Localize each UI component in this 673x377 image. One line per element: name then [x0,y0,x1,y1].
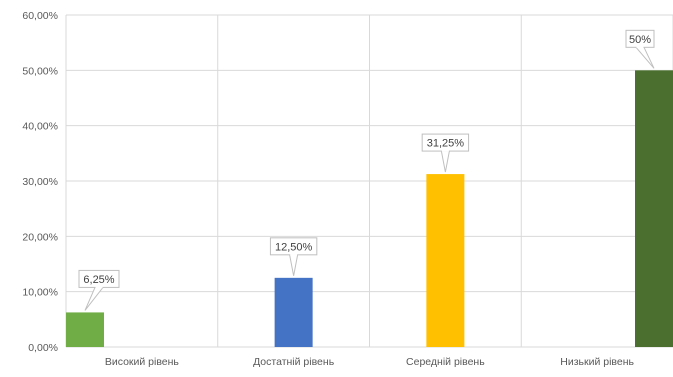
y-axis-ticks: 0,00% 10,00% 20,00% 30,00% 40,00% 50,00% 60,00… [22,10,58,354]
y-tick-label: 20,00% [22,231,58,243]
y-tick-label: 50,00% [22,65,58,77]
data-label-callout: 50% [625,29,655,69]
data-label: 31,25% [427,138,465,150]
data-labels: 6,25% 12,50% 31,25% 50% [78,29,655,311]
bar-1 [66,312,104,347]
y-tick-label: 40,00% [22,121,58,133]
y-tick-label: 10,00% [22,287,58,299]
x-tick-label: Достатній рівень [253,356,335,368]
bar-3 [426,174,465,347]
callout-pointer [289,254,299,276]
data-label-callout: 12,50% [269,237,318,276]
callout-pointer [440,150,450,173]
bar-2 [274,277,313,347]
y-tick-label: 30,00% [22,176,58,188]
y-tick-label: 60,00% [22,10,58,22]
callout-pointer [84,286,105,311]
x-tick-label: Низький рівень [560,356,634,368]
gridlines [65,14,673,348]
y-tick-label: 0,00% [28,342,58,354]
data-label: 50% [629,34,651,46]
bars [66,70,673,347]
x-tick-label: Середній рівень [406,356,485,368]
data-label: 6,25% [83,274,114,286]
data-label: 12,50% [275,241,313,253]
data-label-callout: 31,25% [421,133,470,173]
callout-pointer [634,46,655,69]
bar-4 [635,70,673,347]
data-label-callout: 6,25% [78,269,120,311]
x-tick-label: Високий рівень [105,356,180,368]
x-axis-ticks: Високий рівень Достатній рівень Середній р… [105,356,635,368]
